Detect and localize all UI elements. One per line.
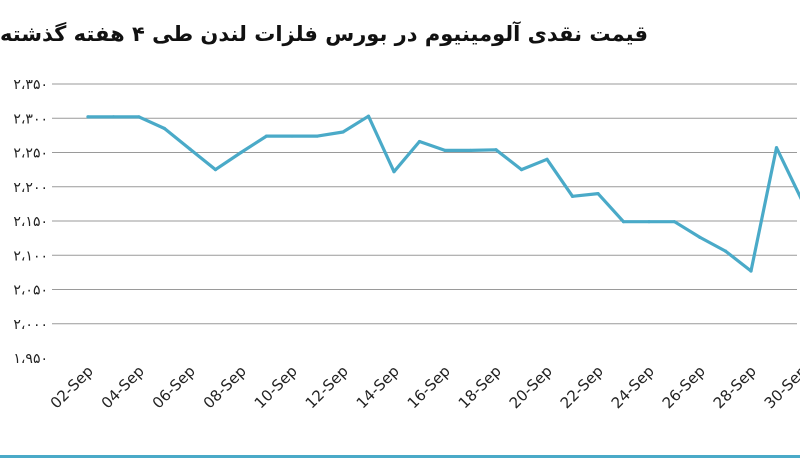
series-layer — [86, 114, 800, 273]
data-point — [647, 220, 651, 224]
data-point — [468, 148, 473, 153]
x-tick-label: 10-Sep — [251, 362, 301, 412]
data-point — [137, 115, 141, 119]
x-tick-label: 28-Sep — [710, 362, 760, 412]
y-tick-label: ۱،۹۵۰ — [13, 351, 48, 367]
data-point — [264, 134, 269, 138]
x-tick-label: 02-Sep — [47, 362, 97, 412]
data-point — [443, 148, 447, 153]
y-tick-label: ۲،۳۰۰ — [13, 111, 48, 127]
gridlines — [52, 83, 797, 325]
chart-title: قیمت نقدی آلومینیوم در بورس فلزات لندن ط… — [0, 22, 648, 46]
data-point — [596, 192, 600, 196]
y-tick-label: ۲،۱۰۰ — [13, 248, 48, 264]
bottom-border — [0, 455, 800, 458]
data-point — [86, 115, 90, 119]
data-point — [188, 147, 192, 151]
data-point — [341, 130, 345, 134]
x-tick-label: 16-Sep — [404, 362, 454, 412]
series-line — [86, 114, 800, 273]
data-point — [672, 220, 677, 224]
data-point — [239, 150, 243, 155]
x-tick-label: 12-Sep — [302, 362, 352, 412]
data-point — [570, 194, 575, 198]
data-point — [545, 157, 549, 161]
data-point — [417, 139, 422, 144]
y-tick-label: ۲،۳۵۰ — [13, 77, 48, 93]
data-point — [213, 168, 218, 172]
x-tick-label: 04-Sep — [98, 362, 148, 412]
x-tick-label: 22-Sep — [557, 362, 607, 412]
x-tick-label: 24-Sep — [608, 362, 658, 412]
y-tick-label: ۲،۲۵۰ — [13, 146, 48, 162]
data-point — [519, 168, 524, 172]
y-tick-label: ۲،۰۵۰ — [13, 283, 48, 299]
x-tick-label: 06-Sep — [149, 362, 199, 412]
data-point — [621, 220, 626, 224]
y-tick-label: ۲،۰۰۰ — [13, 317, 48, 333]
x-tick-label: 08-Sep — [200, 362, 250, 412]
data-point — [749, 269, 753, 273]
data-point — [774, 146, 779, 150]
x-tick-label: 18-Sep — [455, 362, 505, 412]
x-tick-label: 26-Sep — [659, 362, 709, 412]
data-point — [315, 134, 320, 138]
data-point — [290, 134, 294, 138]
data-point — [698, 235, 702, 240]
y-tick-label: ۲،۱۵۰ — [13, 214, 48, 230]
y-axis-ticks: ۱،۹۵۰ ۲،۰۰۰ ۲،۰۵۰ ۲،۱۰۰ ۲،۱۵۰ ۲،۲۰۰ ۲،۲۵۰ ۲،۳۰۰… — [13, 77, 48, 367]
data-point — [366, 114, 371, 118]
x-tick-label: 30-Sep — [761, 362, 800, 412]
y-tick-label: ۲،۲۰۰ — [13, 180, 48, 196]
data-point — [111, 115, 116, 119]
data-point — [162, 126, 167, 131]
data-point — [494, 148, 498, 152]
x-axis-ticks: 02-Sep 04-Sep 06-Sep 08-Sep 10-Sep 12-Sep 14-S… — [47, 362, 800, 412]
data-point — [723, 249, 728, 253]
x-tick-label: 20-Sep — [506, 362, 556, 412]
x-tick-label: 14-Sep — [353, 362, 403, 412]
data-point — [392, 170, 396, 174]
